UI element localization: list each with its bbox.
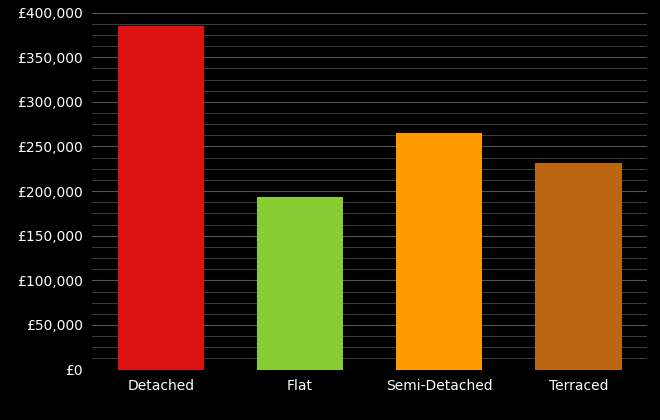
Bar xyxy=(396,133,482,370)
Bar xyxy=(257,197,343,370)
Bar xyxy=(117,26,204,370)
Bar xyxy=(535,163,622,370)
